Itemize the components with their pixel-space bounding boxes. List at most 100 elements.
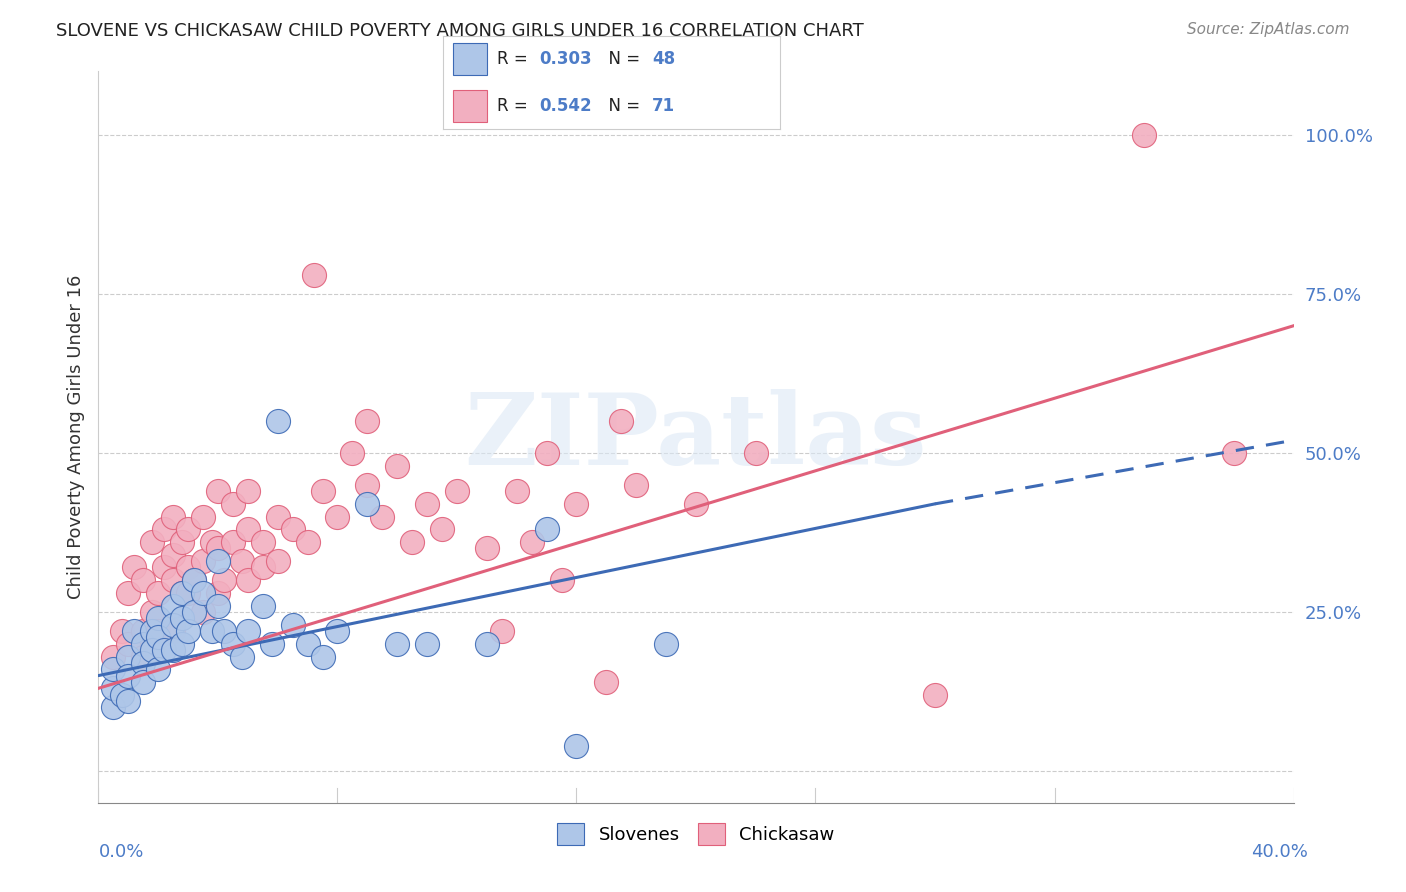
Point bbox=[162, 599, 184, 613]
Point bbox=[475, 541, 498, 556]
Point bbox=[207, 484, 229, 499]
Y-axis label: Child Poverty Among Girls Under 16: Child Poverty Among Girls Under 16 bbox=[66, 275, 84, 599]
Point bbox=[446, 484, 468, 499]
Point bbox=[1223, 446, 1246, 460]
Point bbox=[356, 497, 378, 511]
Point bbox=[191, 554, 214, 568]
Point bbox=[111, 688, 134, 702]
Point bbox=[153, 522, 176, 536]
Point bbox=[111, 624, 134, 638]
Point bbox=[183, 573, 205, 587]
Point bbox=[148, 662, 170, 676]
Point bbox=[924, 688, 946, 702]
Point bbox=[117, 668, 139, 682]
Point bbox=[297, 535, 319, 549]
Point bbox=[117, 586, 139, 600]
Point bbox=[236, 624, 259, 638]
Point bbox=[124, 624, 146, 638]
Point bbox=[281, 522, 304, 536]
Text: N =: N = bbox=[598, 97, 645, 115]
Point bbox=[252, 560, 274, 574]
Point bbox=[132, 573, 155, 587]
Point bbox=[475, 637, 498, 651]
Point bbox=[231, 649, 253, 664]
Point bbox=[267, 414, 290, 428]
Point bbox=[148, 624, 170, 638]
Point bbox=[236, 522, 259, 536]
Point bbox=[124, 560, 146, 574]
Point bbox=[103, 649, 125, 664]
Text: ZIPatlas: ZIPatlas bbox=[465, 389, 927, 485]
Text: N =: N = bbox=[598, 50, 645, 68]
Point bbox=[117, 694, 139, 708]
Point bbox=[506, 484, 529, 499]
Point bbox=[172, 611, 194, 625]
Text: 0.0%: 0.0% bbox=[98, 843, 143, 861]
Point bbox=[172, 637, 194, 651]
Point bbox=[201, 624, 224, 638]
Point bbox=[201, 535, 224, 549]
Point bbox=[302, 268, 325, 282]
Point bbox=[385, 637, 409, 651]
Point bbox=[207, 541, 229, 556]
Point bbox=[162, 617, 184, 632]
Point bbox=[267, 554, 290, 568]
Point bbox=[252, 599, 274, 613]
Point bbox=[550, 573, 572, 587]
Point bbox=[132, 637, 155, 651]
Point bbox=[207, 554, 229, 568]
Point bbox=[191, 509, 214, 524]
Point bbox=[311, 649, 333, 664]
Point bbox=[252, 535, 274, 549]
Point bbox=[177, 560, 200, 574]
Point bbox=[222, 497, 245, 511]
Point bbox=[212, 573, 235, 587]
Point bbox=[356, 414, 378, 428]
Point bbox=[281, 617, 304, 632]
Point bbox=[236, 484, 259, 499]
Point bbox=[385, 458, 409, 473]
Point bbox=[148, 611, 170, 625]
Point bbox=[430, 522, 453, 536]
Point bbox=[267, 509, 290, 524]
Point bbox=[132, 624, 155, 638]
Text: 0.542: 0.542 bbox=[538, 97, 592, 115]
Point bbox=[745, 446, 768, 460]
Point bbox=[162, 643, 184, 657]
Point bbox=[183, 573, 205, 587]
Point bbox=[141, 605, 163, 619]
Point bbox=[177, 586, 200, 600]
Text: 48: 48 bbox=[652, 50, 675, 68]
Point bbox=[132, 649, 155, 664]
Point bbox=[520, 535, 543, 549]
Point bbox=[311, 484, 333, 499]
Point bbox=[371, 509, 394, 524]
Point bbox=[222, 535, 245, 549]
Point bbox=[177, 624, 200, 638]
Point bbox=[141, 535, 163, 549]
Point bbox=[183, 605, 205, 619]
FancyBboxPatch shape bbox=[453, 90, 486, 122]
Point bbox=[236, 573, 259, 587]
Point bbox=[141, 643, 163, 657]
Point bbox=[117, 649, 139, 664]
Point bbox=[191, 605, 214, 619]
Point bbox=[117, 637, 139, 651]
Point bbox=[212, 624, 235, 638]
Point bbox=[416, 497, 439, 511]
Point bbox=[191, 586, 214, 600]
Point bbox=[595, 675, 617, 690]
Point bbox=[103, 662, 125, 676]
Text: R =: R = bbox=[496, 50, 533, 68]
Legend: Slovenes, Chickasaw: Slovenes, Chickasaw bbox=[550, 816, 842, 852]
Point bbox=[148, 631, 170, 645]
Point bbox=[162, 548, 184, 562]
Text: Source: ZipAtlas.com: Source: ZipAtlas.com bbox=[1187, 22, 1350, 37]
Point bbox=[260, 637, 283, 651]
Point bbox=[162, 624, 184, 638]
Point bbox=[222, 637, 245, 651]
Point bbox=[148, 586, 170, 600]
Point bbox=[626, 477, 648, 491]
Point bbox=[103, 700, 125, 714]
Point bbox=[172, 586, 194, 600]
